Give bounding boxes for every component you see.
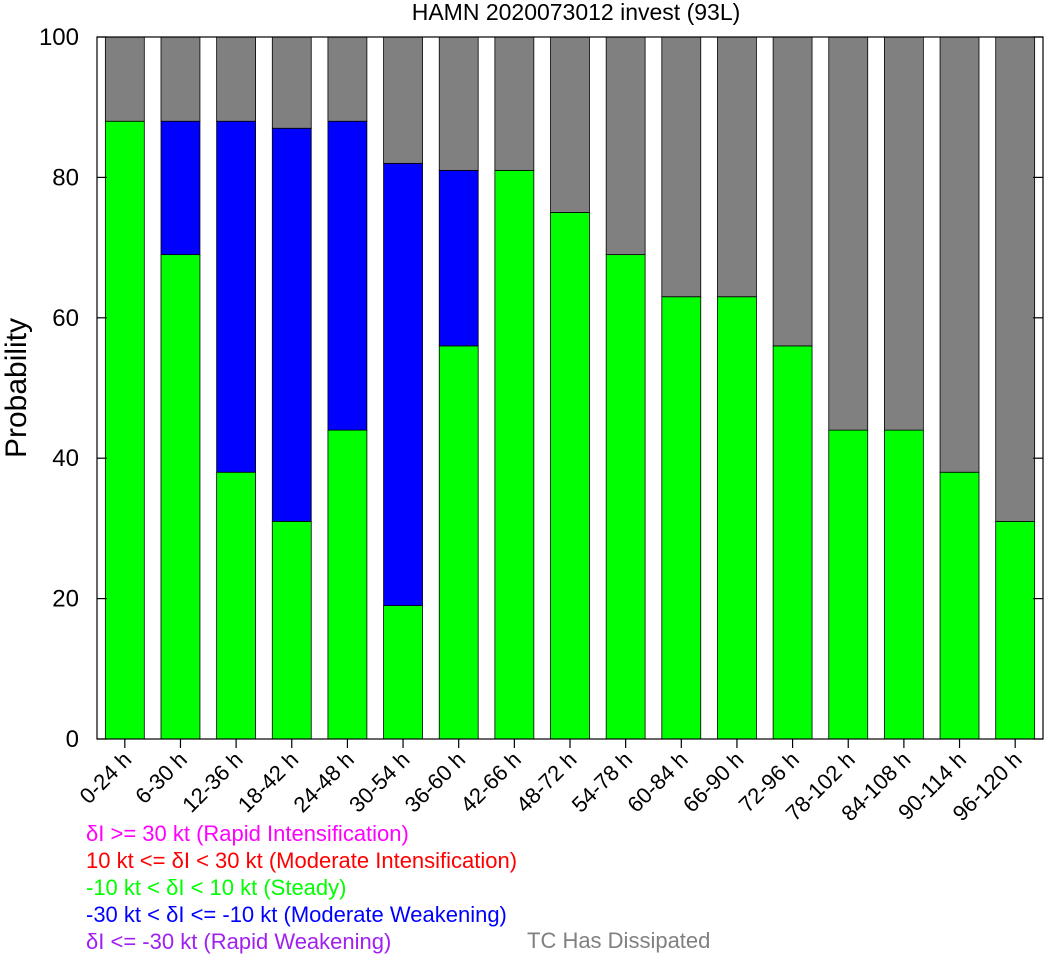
- legend-rapid-weakening: δI <= -30 kt (Rapid Weakening): [86, 929, 392, 954]
- bar-dissipated-1: [160, 36, 201, 122]
- bar-dissipated-4: [327, 36, 368, 122]
- x-tick-label-3: 18-42 h: [233, 747, 303, 817]
- bar-moderate_weakening-5: [383, 162, 423, 607]
- y-tick-label-100: 100: [39, 24, 79, 51]
- bar-dissipated-13: [828, 36, 869, 431]
- x-tick-label-9: 54-78 h: [567, 747, 637, 817]
- y-tick-label-80: 80: [52, 164, 79, 191]
- bar-steady-9: [605, 254, 646, 740]
- legend-dissipated: TC Has Dissipated: [527, 928, 711, 953]
- legend-steady: -10 kt < δI < 10 kt (Steady): [86, 875, 347, 900]
- bar-steady-11: [717, 296, 757, 740]
- chart-title: HAMN 2020073012 invest (93L): [412, 0, 741, 25]
- bar-steady-13: [828, 429, 869, 740]
- bar-steady-6: [438, 345, 479, 740]
- x-tick-label-2: 12-36 h: [177, 747, 247, 817]
- bar-steady-1: [160, 254, 201, 740]
- bar-dissipated-15: [939, 36, 980, 473]
- bar-steady-0: [104, 120, 145, 740]
- bar-dissipated-16: [995, 36, 1036, 522]
- bar-dissipated-14: [884, 36, 924, 431]
- y-tick-label-40: 40: [52, 445, 79, 472]
- x-tick-label-8: 48-72 h: [511, 747, 581, 817]
- bar-moderate_weakening-1: [160, 120, 201, 256]
- bar-steady-5: [383, 605, 423, 740]
- bar-dissipated-0: [104, 36, 145, 122]
- bar-steady-16: [995, 520, 1036, 740]
- legend-moderate-weakening: -30 kt < δI <= -10 kt (Moderate Weakenin…: [86, 902, 507, 927]
- y-axis-label: Probability: [0, 318, 33, 458]
- bar-steady-10: [661, 296, 702, 740]
- x-tick-label-5: 30-54 h: [344, 747, 414, 817]
- bar-moderate_weakening-3: [271, 127, 312, 522]
- bar-dissipated-11: [717, 36, 757, 298]
- bar-steady-4: [327, 429, 368, 740]
- y-tick-label-20: 20: [52, 586, 79, 613]
- bar-dissipated-5: [383, 36, 423, 164]
- legend-rapid-intensification: δI >= 30 kt (Rapid Intensification): [86, 821, 409, 846]
- bar-dissipated-8: [550, 36, 590, 213]
- bar-steady-15: [939, 471, 980, 740]
- bar-dissipated-3: [271, 36, 312, 129]
- bar-dissipated-2: [216, 36, 256, 122]
- bar-steady-12: [772, 345, 813, 740]
- bars-group: [104, 36, 1036, 740]
- x-tick-label-7: 42-66 h: [455, 747, 525, 817]
- bar-dissipated-10: [661, 36, 702, 298]
- bar-moderate_weakening-6: [438, 169, 479, 347]
- x-tick-label-11: 66-90 h: [678, 747, 748, 817]
- plot-frame: [96, 36, 1044, 740]
- bar-steady-8: [550, 212, 590, 740]
- x-tick-label-6: 36-60 h: [400, 747, 470, 817]
- legend: δI >= 30 kt (Rapid Intensification) 10 k…: [86, 820, 517, 955]
- x-tick-label-0: 0-24 h: [75, 747, 137, 809]
- bar-dissipated-12: [772, 36, 813, 347]
- bar-dissipated-7: [494, 36, 535, 171]
- bar-moderate_weakening-4: [327, 120, 368, 431]
- bar-steady-7: [494, 169, 535, 740]
- probability-chart: HAMN 2020073012 invest (93L) Probability…: [0, 0, 1044, 820]
- bar-steady-2: [216, 471, 256, 740]
- bar-moderate_weakening-2: [216, 120, 256, 473]
- x-tick-label-4: 24-48 h: [289, 747, 359, 817]
- bar-steady-14: [884, 429, 924, 740]
- y-tick-label-60: 60: [52, 305, 79, 332]
- bar-dissipated-9: [605, 36, 646, 256]
- x-tick-label-10: 60-84 h: [622, 747, 692, 817]
- y-tick-label-0: 0: [66, 726, 79, 753]
- bar-dissipated-6: [438, 36, 479, 171]
- bar-steady-3: [271, 520, 312, 740]
- legend-moderate-intensification: 10 kt <= δI < 30 kt (Moderate Intensific…: [86, 848, 518, 873]
